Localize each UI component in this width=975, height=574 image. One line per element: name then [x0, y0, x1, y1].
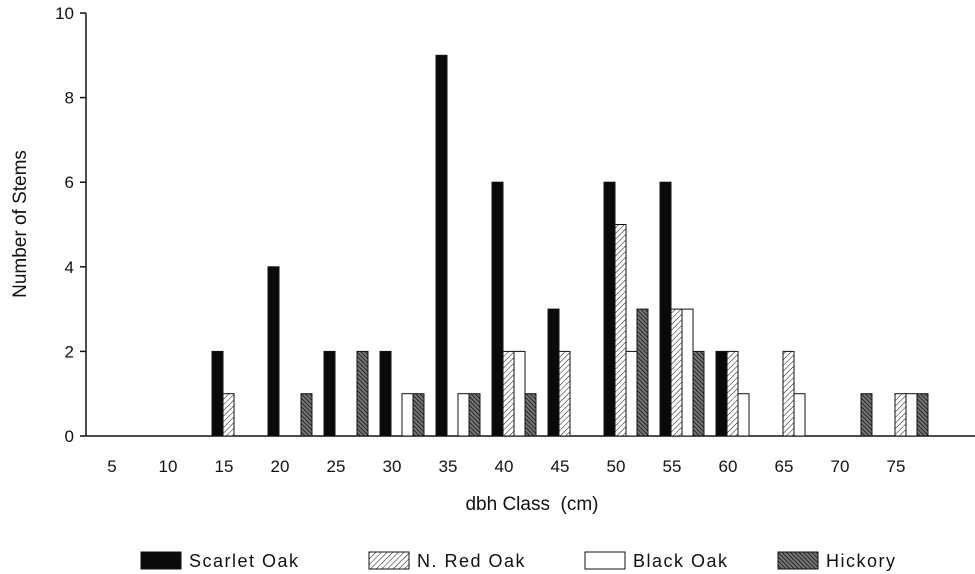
bar-series-group: [211, 54, 929, 437]
bar-n-red-oak-40: [502, 350, 515, 437]
y-tick-label: 0: [65, 427, 74, 446]
legend-swatch: [140, 551, 182, 570]
bar-hickory-40: [524, 393, 537, 437]
x-tick-label: 20: [271, 457, 290, 476]
bar-scarlet-oak-45: [547, 308, 560, 437]
legend-label: Black Oak: [633, 551, 729, 571]
legend-label: N. Red Oak: [417, 551, 526, 571]
bar-hickory-55: [692, 350, 705, 437]
bar-scarlet-oak-35: [435, 54, 448, 437]
y-tick-label: 8: [65, 89, 74, 108]
y-axis-title: Number of Stems: [10, 150, 31, 298]
x-tick-label: 40: [495, 457, 514, 476]
y-tick-label: 6: [65, 173, 74, 192]
bar-black-oak-65: [793, 393, 806, 437]
x-tick-label: 55: [663, 457, 682, 476]
bar-black-oak-75: [905, 393, 918, 437]
bar-hickory-20: [300, 393, 313, 437]
bar-black-oak-40: [513, 350, 526, 437]
x-tick-label: 10: [159, 457, 178, 476]
y-axis-ticks: 0 2 4 6 8 10: [55, 4, 86, 446]
x-axis-ticks: 5 10 15 20 25 30 35 40 45 50 55 60 65 70 75: [107, 457, 905, 476]
bar-black-oak-55: [681, 308, 694, 437]
x-axis-title: dbh Class (cm): [465, 494, 598, 515]
bar-hickory-30: [412, 393, 425, 437]
bar-black-oak-60: [737, 393, 750, 437]
x-tick-label: 50: [607, 457, 626, 476]
x-tick-label: 15: [215, 457, 234, 476]
x-tick-label: 75: [887, 457, 906, 476]
bar-scarlet-oak-50: [603, 181, 616, 437]
x-tick-label: 25: [327, 457, 346, 476]
x-tick-label: 35: [439, 457, 458, 476]
bar-black-oak-35: [457, 393, 470, 437]
bar-scarlet-oak-40: [491, 181, 504, 437]
legend-label: Hickory: [826, 551, 897, 571]
y-tick-label: 2: [65, 342, 74, 361]
bar-n-red-oak-65: [782, 350, 795, 437]
bar-scarlet-oak-20: [267, 266, 280, 437]
bar-n-red-oak-50: [614, 224, 627, 437]
bar-n-red-oak-15: [222, 393, 235, 437]
bar-scarlet-oak-15: [211, 350, 224, 437]
x-tick-label: 45: [551, 457, 570, 476]
bar-hickory-70: [860, 393, 873, 437]
legend: Scarlet Oak N. Red Oak Black Oak Hickory: [140, 551, 897, 571]
x-tick-label: 30: [383, 457, 402, 476]
legend-swatch: [368, 551, 410, 570]
bar-scarlet-oak-60: [715, 350, 728, 437]
bar-hickory-50: [636, 308, 649, 437]
x-tick-label: 5: [107, 457, 116, 476]
bar-n-red-oak-60: [726, 350, 739, 437]
bar-hickory-35: [468, 393, 481, 437]
x-tick-label: 70: [831, 457, 850, 476]
legend-label: Scarlet Oak: [189, 551, 300, 571]
bar-scarlet-oak-25: [323, 350, 336, 437]
bar-black-oak-30: [401, 393, 414, 437]
legend-swatch: [777, 551, 819, 570]
bar-n-red-oak-55: [670, 308, 683, 437]
bar-scarlet-oak-55: [659, 181, 672, 437]
legend-swatch: [584, 551, 626, 570]
bar-hickory-25: [356, 350, 369, 437]
bar-black-oak-50: [625, 350, 638, 437]
bar-n-red-oak-45: [558, 350, 571, 437]
bar-scarlet-oak-30: [379, 350, 392, 437]
plot-area: 0 2 4 6 8 10 5 10 15 20 25 30 35 40 45 50 55 60 65 70 75: [55, 4, 975, 476]
y-tick-label: 10: [55, 4, 74, 23]
y-tick-label: 4: [65, 258, 74, 277]
bar-n-red-oak-75: [894, 393, 907, 437]
x-tick-label: 60: [719, 457, 738, 476]
bar-hickory-75: [916, 393, 929, 437]
x-tick-label: 65: [775, 457, 794, 476]
